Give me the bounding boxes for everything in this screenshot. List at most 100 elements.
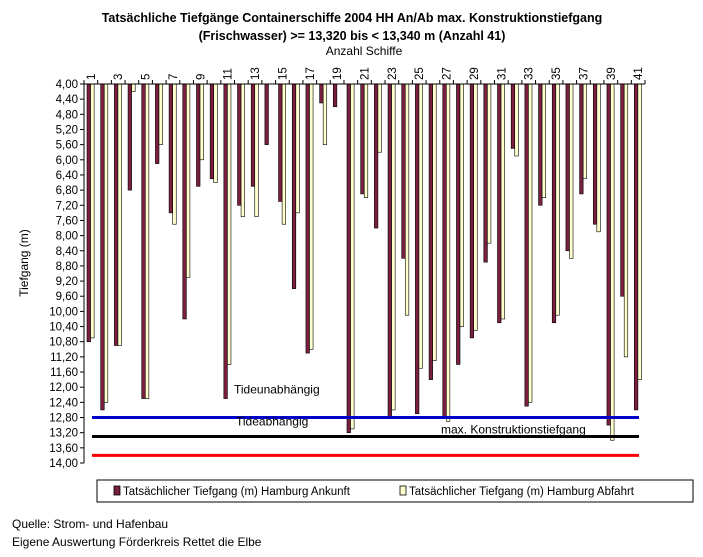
- bar-arrival: [360, 83, 365, 195]
- bar-arrival: [401, 83, 406, 259]
- bar-arrival: [86, 83, 91, 343]
- y-tick-label: 10,40: [49, 322, 78, 334]
- bar-departure: [199, 83, 204, 161]
- bar-departure: [254, 83, 259, 217]
- x-tick-label: 23: [387, 67, 399, 80]
- bar-arrival: [155, 83, 160, 164]
- bar-departure: [404, 83, 410, 316]
- x-tick-label: 27: [442, 67, 454, 80]
- bar-arrival: [346, 83, 351, 433]
- x-tick-label: 29: [469, 67, 481, 80]
- y-tick-label: 8,00: [56, 231, 78, 243]
- x-tick-label: 31: [496, 67, 508, 80]
- bar-arrival: [168, 83, 173, 214]
- bar-departure: [145, 83, 150, 399]
- bar-departure: [295, 83, 300, 214]
- y-tick-label: 11,60: [50, 367, 78, 379]
- bar-arrival: [223, 83, 228, 399]
- y-tick-label: 10,00: [49, 306, 78, 318]
- bars: [86, 83, 642, 441]
- x-tick-label: 25: [414, 67, 426, 80]
- bar-departure: [186, 83, 191, 278]
- bar-departure: [541, 83, 546, 198]
- bar-arrival: [319, 83, 324, 104]
- bar-departure: [240, 83, 245, 217]
- bar-arrival: [483, 83, 488, 263]
- bar-departure: [322, 83, 328, 145]
- x-tick-label: 9: [195, 74, 207, 80]
- bar-departure: [350, 83, 355, 430]
- x-tick-label: 13: [250, 67, 262, 80]
- y-tick-label: 12,80: [49, 413, 78, 425]
- bar-arrival: [620, 83, 625, 297]
- legend-label: Tatsächlicher Tiefgang (m) Hamburg Ankun…: [123, 486, 351, 498]
- x-tick-label: 3: [113, 74, 125, 80]
- bar-departure: [528, 83, 533, 403]
- bar-departure: [555, 83, 560, 316]
- chart-subtitle: (Frischwasser) >= 13,320 bis < 13,340 m …: [199, 29, 506, 43]
- chart-title: Tatsächliche Tiefgänge Containerschiffe …: [102, 11, 603, 25]
- bar-arrival: [374, 83, 379, 229]
- bar-arrival: [579, 83, 584, 195]
- bar-departure: [487, 83, 492, 244]
- bar-departure: [473, 83, 478, 331]
- y-tick-label: 13,20: [49, 428, 78, 440]
- y-tick-label: 9,60: [56, 291, 78, 303]
- y-tick-label: 12,00: [49, 382, 78, 394]
- bar-departure: [117, 83, 122, 346]
- bar-departure: [596, 83, 601, 233]
- bar-arrival: [114, 83, 119, 346]
- reference-line-label: Tideunabhängig: [234, 383, 320, 397]
- bar-departure: [446, 83, 451, 422]
- bar-arrival: [250, 83, 256, 187]
- y-tick-label: 7,60: [56, 215, 78, 227]
- x-tick-label: 5: [141, 74, 153, 80]
- bar-departure: [610, 83, 615, 441]
- y-tick-label: 5,20: [56, 124, 78, 136]
- legend-swatch: [399, 485, 407, 496]
- x-tick-label: 37: [578, 67, 590, 80]
- y-tick-label: 4,40: [56, 94, 78, 106]
- y-tick-label: 11,20: [50, 352, 78, 364]
- bar-departure: [377, 83, 382, 153]
- x-tick-label: 11: [223, 68, 235, 80]
- source-line-2: Eigene Auswertung Förderkreis Rettet die…: [12, 535, 262, 549]
- bar-arrival: [332, 83, 338, 108]
- bar-arrival: [634, 83, 639, 411]
- reference-line-label: max. Konstruktionstiefgang: [441, 422, 586, 436]
- y-tick-label: 14,00: [49, 458, 78, 470]
- bar-departure: [569, 83, 574, 259]
- y-tick-label: 12,40: [49, 397, 78, 409]
- bar-arrival: [278, 83, 283, 202]
- x-tick-label: 17: [305, 67, 317, 80]
- bar-arrival: [565, 83, 570, 252]
- y-axis-title: Tiefgang (m): [17, 229, 31, 297]
- bar-departure: [391, 83, 396, 411]
- x-tick-label: 1: [86, 74, 98, 80]
- bar-arrival: [551, 83, 557, 324]
- bar-departure: [459, 83, 464, 327]
- bar-departure: [623, 83, 629, 358]
- y-tick-labels: 4,00 4,40 4,80 5,20 5,60 6,00 6,40 6,80 7,20 7,60…: [49, 79, 78, 470]
- x-tick-label: 21: [360, 67, 372, 80]
- bar-arrival: [606, 83, 611, 426]
- bar-arrival: [524, 83, 529, 407]
- bar-arrival: [264, 83, 269, 145]
- bar-arrival: [538, 83, 543, 206]
- bar-departure: [418, 83, 423, 369]
- legend-label: Tatsächlicher Tiefgang (m) Hamburg Abfah…: [409, 486, 635, 498]
- bar-departure: [281, 83, 286, 225]
- y-tick-label: 9,20: [56, 276, 78, 288]
- y-tick-label: 8,40: [56, 246, 78, 258]
- bar-departure: [103, 83, 109, 403]
- bar-arrival: [469, 83, 474, 339]
- bar-departure: [582, 83, 588, 180]
- bar-arrival: [305, 83, 310, 354]
- x-tick-label: 19: [332, 67, 344, 80]
- bar-departure: [131, 83, 136, 92]
- bar-departure: [500, 83, 505, 320]
- bar-arrival: [510, 83, 516, 149]
- bar-arrival: [182, 83, 187, 320]
- bar-departure: [90, 83, 95, 339]
- bar-arrival: [442, 83, 447, 418]
